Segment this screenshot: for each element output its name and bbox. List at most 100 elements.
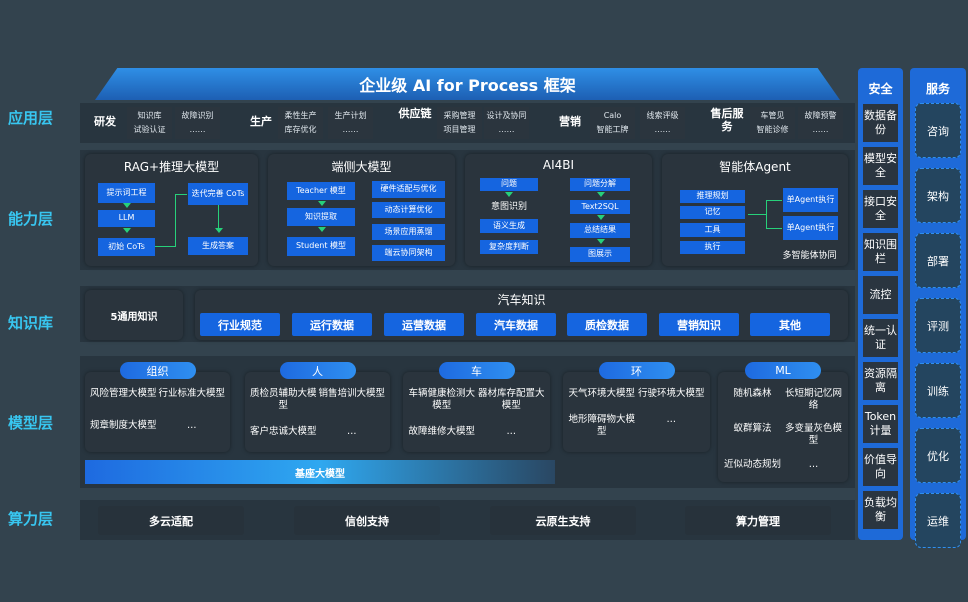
capability-step[interactable]: 动态计算优化 [372,202,445,218]
capability-step[interactable]: 复杂度判断 [480,240,538,254]
security-item[interactable]: 数据备份 [863,104,898,142]
capability-step[interactable]: Text2SQL [570,200,630,214]
capability-step[interactable]: 迭代完善 CoTs [188,183,248,205]
service-item[interactable]: 评测 [915,298,961,353]
model-item[interactable]: 故障维修大模型 [408,425,475,437]
capability-step[interactable]: 总结结果 [570,223,630,238]
capability-step[interactable]: 端云协同架构 [372,245,445,261]
compute-box[interactable]: 多云适配 [98,506,244,535]
app-module-item[interactable]: 智能诊修 [756,125,789,134]
app-module-box[interactable]: 柔性生产 库存优化 [278,107,323,139]
app-module-item[interactable]: Calo [603,111,622,120]
model-category-pill[interactable]: 人 [279,362,356,379]
service-item[interactable]: 运维 [915,493,961,548]
model-item[interactable]: … [808,458,819,470]
capability-step[interactable]: Student 模型 [287,237,355,256]
capability-step[interactable]: 硬件适配与优化 [372,181,445,198]
capability-step[interactable]: 工具 [680,223,745,237]
app-module-box[interactable]: 知识库 试验认证 [127,107,172,139]
knowledge-button[interactable]: 营销知识 [659,313,739,336]
model-item[interactable]: 质检员辅助大模型 [249,388,317,411]
service-item[interactable]: 咨询 [915,103,961,158]
compute-box[interactable]: 算力管理 [685,506,831,535]
security-item[interactable]: Token计量 [863,405,898,443]
app-module-box[interactable]: 设计及协同 …… [484,107,529,139]
model-item[interactable]: 多变量灰色模型 [784,423,842,447]
security-item[interactable]: 统一认证 [863,319,898,357]
service-item[interactable]: 架构 [915,168,961,223]
security-item[interactable]: 流控 [863,276,898,314]
app-module-item[interactable]: 生产计划 [334,111,367,120]
knowledge-button[interactable]: 其他 [750,313,830,336]
service-item[interactable]: 训练 [915,363,961,418]
app-module-item[interactable]: …… [189,125,206,134]
model-item[interactable]: 行驶环境大模型 [637,388,705,399]
app-module-item[interactable]: …… [812,125,829,134]
model-item[interactable]: 行业标准大模型 [158,388,225,399]
model-item[interactable]: 客户忠诚大模型 [249,425,317,437]
model-item[interactable]: 地形障碍物大模型 [568,414,635,437]
capability-step[interactable]: 记忆 [680,206,745,219]
app-module-item[interactable]: …… [498,125,515,134]
app-module-item[interactable]: 故障预警 [804,111,837,120]
app-module-box[interactable]: 故障预警 …… [798,107,843,139]
app-module-item[interactable]: 试验认证 [133,125,166,134]
model-item[interactable]: … [506,425,517,437]
app-module-item[interactable]: …… [342,125,359,134]
capability-step[interactable]: 问题 [480,178,538,191]
security-item[interactable]: 资源隔离 [863,362,898,400]
security-item[interactable]: 接口安全 [863,190,898,228]
compute-box[interactable]: 云原生支持 [490,506,636,535]
app-module-box[interactable]: 线索评级 …… [640,107,685,139]
capability-step[interactable]: 图展示 [570,247,630,262]
app-module-item[interactable]: 车管见 [760,111,785,120]
model-item[interactable]: 器材库存配置大模型 [477,388,545,411]
knowledge-button[interactable]: 行业规范 [200,313,280,336]
service-item[interactable]: 部署 [915,233,961,288]
app-module-box[interactable]: 故障识别 …… [175,107,220,139]
app-module-item[interactable]: …… [654,125,671,134]
service-item[interactable]: 优化 [915,428,961,483]
capability-step[interactable]: LLM [98,210,155,227]
model-item[interactable]: 销售培训大模型 [318,388,385,399]
app-module-box[interactable]: 生产计划 …… [328,107,373,139]
capability-step[interactable]: 提示词工程 [98,183,155,203]
compute-box[interactable]: 信创支持 [294,506,440,535]
model-item[interactable]: 随机森林 [733,388,772,399]
app-module-box[interactable]: Calo 智能工牌 [590,107,635,139]
app-module-item[interactable]: 故障识别 [181,111,214,120]
model-category-pill[interactable]: ML [745,362,821,379]
app-module-item[interactable]: 线索评级 [646,111,679,120]
knowledge-button[interactable]: 运营数据 [384,313,464,336]
model-item[interactable]: 近似动态规划 [723,458,781,470]
app-module-item[interactable]: 采购管理 [443,111,476,120]
capability-step[interactable]: 问题分解 [570,178,630,191]
model-item[interactable]: 风险管理大模型 [89,388,157,399]
capability-step[interactable]: 推理规划 [680,190,745,203]
app-module-item[interactable]: 柔性生产 [284,111,317,120]
model-item[interactable]: … [347,425,357,437]
model-item[interactable]: 车辆健康检测大模型 [408,388,475,411]
model-item[interactable]: 蚁群算法 [733,423,772,435]
knowledge-button[interactable]: 质检数据 [567,313,647,336]
app-module-item[interactable]: 知识库 [137,111,162,120]
capability-step[interactable]: 单Agent执行 [783,216,838,240]
app-module-box[interactable]: 采购管理 项目管理 [437,107,482,139]
security-item[interactable]: 负载均衡 [863,491,898,529]
app-module-item[interactable]: 智能工牌 [596,125,629,134]
model-category-pill[interactable]: 车 [438,362,515,379]
capability-step[interactable]: 初始 CoTs [98,238,155,256]
app-module-item[interactable]: 设计及协同 [486,111,527,120]
capability-step[interactable]: Teacher 模型 [287,182,355,200]
capability-step[interactable]: 场景应用蒸馏 [372,224,445,240]
security-item[interactable]: 模型安全 [863,147,898,185]
model-category-pill[interactable]: 组织 [119,362,196,379]
model-item[interactable]: … [666,414,677,426]
capability-step[interactable]: 生成答案 [188,237,248,255]
capability-step[interactable]: 执行 [680,241,745,254]
model-item[interactable]: 规章制度大模型 [89,420,157,431]
model-item[interactable]: 天气环境大模型 [568,388,635,399]
app-module-item[interactable]: 库存优化 [284,125,317,134]
app-module-item[interactable]: 项目管理 [443,125,476,134]
security-item[interactable]: 价值导向 [863,448,898,486]
